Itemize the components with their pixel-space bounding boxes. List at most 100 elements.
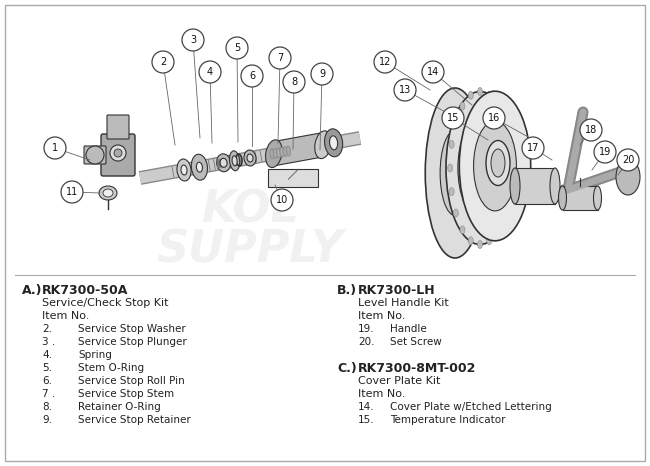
Text: Service Stop Stem: Service Stop Stem bbox=[78, 389, 174, 399]
Ellipse shape bbox=[487, 237, 491, 245]
Ellipse shape bbox=[487, 91, 491, 99]
Text: 2.: 2. bbox=[42, 324, 52, 334]
Text: 20.: 20. bbox=[358, 337, 374, 347]
Polygon shape bbox=[562, 186, 597, 210]
Text: RK7300-50A: RK7300-50A bbox=[42, 284, 129, 297]
Ellipse shape bbox=[508, 164, 512, 172]
Text: Item No.: Item No. bbox=[358, 389, 406, 399]
Text: Level Handle Kit: Level Handle Kit bbox=[358, 298, 448, 308]
Ellipse shape bbox=[468, 91, 473, 99]
Text: 14: 14 bbox=[427, 67, 439, 77]
Text: 7: 7 bbox=[277, 53, 283, 63]
Text: 8.: 8. bbox=[42, 402, 52, 412]
Ellipse shape bbox=[460, 102, 465, 110]
Circle shape bbox=[86, 146, 104, 164]
Ellipse shape bbox=[99, 186, 117, 200]
Text: 16: 16 bbox=[488, 113, 500, 123]
Ellipse shape bbox=[458, 118, 502, 218]
Ellipse shape bbox=[460, 226, 465, 234]
Text: 9.: 9. bbox=[42, 415, 52, 425]
Ellipse shape bbox=[244, 150, 256, 166]
Text: 5: 5 bbox=[234, 43, 240, 53]
Text: B.): B.) bbox=[337, 284, 357, 297]
Ellipse shape bbox=[103, 189, 113, 197]
Text: 6.: 6. bbox=[42, 376, 52, 386]
Ellipse shape bbox=[491, 149, 505, 177]
Text: 3 .: 3 . bbox=[42, 337, 55, 347]
Ellipse shape bbox=[453, 119, 458, 127]
Ellipse shape bbox=[506, 140, 511, 148]
Polygon shape bbox=[515, 168, 555, 204]
Ellipse shape bbox=[425, 88, 485, 258]
Ellipse shape bbox=[449, 188, 454, 196]
Circle shape bbox=[152, 51, 174, 73]
Text: Service Stop Roll Pin: Service Stop Roll Pin bbox=[78, 376, 185, 386]
Text: Service Stop Washer: Service Stop Washer bbox=[78, 324, 186, 334]
Ellipse shape bbox=[191, 154, 207, 180]
Ellipse shape bbox=[558, 186, 567, 210]
Ellipse shape bbox=[502, 119, 506, 127]
Ellipse shape bbox=[453, 209, 458, 217]
FancyBboxPatch shape bbox=[107, 115, 129, 139]
Text: 4.: 4. bbox=[42, 350, 52, 360]
Text: 19.: 19. bbox=[358, 324, 374, 334]
Polygon shape bbox=[268, 169, 318, 187]
Text: 15.: 15. bbox=[358, 415, 374, 425]
Circle shape bbox=[522, 137, 544, 159]
Ellipse shape bbox=[495, 102, 500, 110]
Ellipse shape bbox=[287, 146, 291, 156]
Text: 11: 11 bbox=[66, 187, 78, 197]
Ellipse shape bbox=[495, 226, 500, 234]
Circle shape bbox=[182, 29, 204, 51]
Text: Cover Plate w/Etched Lettering: Cover Plate w/Etched Lettering bbox=[390, 402, 552, 412]
Text: 1: 1 bbox=[52, 143, 58, 153]
Ellipse shape bbox=[510, 168, 520, 204]
Text: RK7300-8MT-002: RK7300-8MT-002 bbox=[358, 362, 476, 375]
Text: Temperature Indicator: Temperature Indicator bbox=[390, 415, 506, 425]
Circle shape bbox=[394, 79, 416, 101]
Text: Service/Check Stop Kit: Service/Check Stop Kit bbox=[42, 298, 168, 308]
Text: 10: 10 bbox=[276, 195, 288, 205]
Ellipse shape bbox=[270, 149, 274, 159]
Circle shape bbox=[199, 61, 221, 83]
Text: KOL
SUPPLY: KOL SUPPLY bbox=[157, 189, 344, 271]
Text: 14.: 14. bbox=[358, 402, 374, 412]
Text: 20: 20 bbox=[622, 155, 634, 165]
Text: Handle: Handle bbox=[390, 324, 427, 334]
Ellipse shape bbox=[276, 148, 281, 158]
Circle shape bbox=[44, 137, 66, 159]
Ellipse shape bbox=[324, 129, 343, 157]
Text: A.): A.) bbox=[22, 284, 42, 297]
Text: 19: 19 bbox=[599, 147, 611, 157]
Ellipse shape bbox=[229, 151, 240, 171]
Text: 18: 18 bbox=[585, 125, 597, 135]
Ellipse shape bbox=[502, 209, 506, 217]
Circle shape bbox=[483, 107, 505, 129]
Ellipse shape bbox=[486, 141, 510, 185]
Text: Spring: Spring bbox=[78, 350, 112, 360]
Ellipse shape bbox=[232, 156, 237, 166]
Circle shape bbox=[442, 107, 464, 129]
Circle shape bbox=[61, 181, 83, 203]
Ellipse shape bbox=[478, 240, 482, 248]
Text: 5.: 5. bbox=[42, 363, 52, 373]
FancyBboxPatch shape bbox=[101, 134, 135, 176]
Text: RK7300-LH: RK7300-LH bbox=[358, 284, 436, 297]
Circle shape bbox=[226, 37, 248, 59]
Text: Service Stop Retainer: Service Stop Retainer bbox=[78, 415, 190, 425]
Circle shape bbox=[374, 51, 396, 73]
Text: Item No.: Item No. bbox=[42, 311, 90, 321]
Ellipse shape bbox=[266, 140, 282, 167]
Ellipse shape bbox=[247, 154, 253, 162]
Text: 13: 13 bbox=[399, 85, 411, 95]
Ellipse shape bbox=[478, 88, 482, 96]
Ellipse shape bbox=[273, 149, 278, 158]
Text: Item No.: Item No. bbox=[358, 311, 406, 321]
Ellipse shape bbox=[446, 91, 514, 245]
Ellipse shape bbox=[216, 154, 231, 172]
Text: Set Screw: Set Screw bbox=[390, 337, 442, 347]
Ellipse shape bbox=[593, 186, 601, 210]
Circle shape bbox=[580, 119, 602, 141]
Text: Cover Plate Kit: Cover Plate Kit bbox=[358, 376, 441, 386]
Text: 8: 8 bbox=[291, 77, 297, 87]
